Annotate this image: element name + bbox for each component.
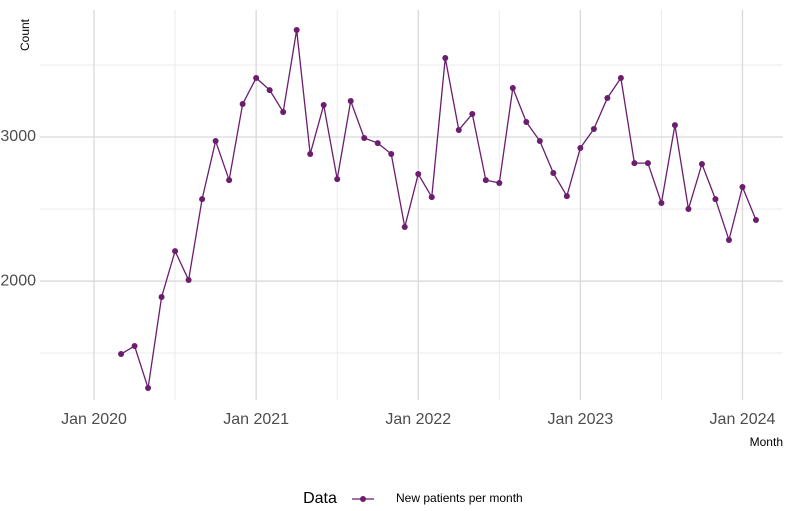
- data-point: [644, 160, 651, 167]
- data-point: [293, 27, 300, 34]
- data-point: [131, 342, 138, 349]
- data-point: [563, 193, 570, 200]
- data-point: [739, 183, 746, 190]
- data-point: [550, 170, 557, 177]
- data-point: [307, 151, 314, 158]
- data-point: [172, 248, 179, 255]
- data-point: [685, 206, 692, 213]
- data-point: [118, 351, 125, 358]
- data-point: [442, 54, 449, 61]
- legend-label: New patients per month: [396, 491, 523, 505]
- x-axis-label: Month: [750, 435, 783, 449]
- data-point: [320, 102, 327, 109]
- data-point: [388, 151, 395, 158]
- data-point: [536, 138, 543, 145]
- y-tick-label: 3000: [0, 128, 36, 145]
- data-point: [496, 179, 503, 186]
- data-point: [212, 138, 219, 145]
- data-point: [401, 224, 408, 231]
- data-point: [658, 199, 665, 206]
- data-point: [415, 171, 422, 178]
- data-point: [752, 216, 759, 223]
- data-point: [482, 177, 489, 184]
- y-tick-label: 2000: [0, 272, 36, 289]
- series-line: [120, 29, 757, 389]
- data-point: [455, 126, 462, 133]
- data-point: [185, 277, 192, 284]
- data-point: [280, 108, 287, 115]
- data-point: [158, 294, 165, 301]
- data-point: [199, 196, 206, 203]
- legend-title: Data: [303, 490, 337, 507]
- y-axis-label: Count: [18, 18, 32, 51]
- data-point: [509, 85, 516, 92]
- data-point: [374, 140, 381, 147]
- data-point: [725, 236, 732, 243]
- data-point: [631, 160, 638, 167]
- data-point: [239, 101, 246, 108]
- data-point: [266, 87, 273, 94]
- data-point: [577, 144, 584, 151]
- x-tick-label: Jan 2023: [547, 411, 613, 428]
- x-tick-label: Jan 2020: [61, 411, 127, 428]
- data-point: [523, 119, 530, 126]
- data-point: [361, 135, 368, 142]
- data-point: [604, 94, 611, 101]
- legend-marker: [360, 496, 366, 502]
- data-point: [469, 110, 476, 117]
- data-point: [145, 385, 152, 392]
- data-point: [698, 160, 705, 167]
- data-point: [712, 196, 719, 203]
- x-tick-label: Jan 2022: [385, 411, 451, 428]
- data-point: [253, 74, 260, 81]
- x-tick-label: Jan 2021: [223, 411, 289, 428]
- data-point: [590, 125, 597, 132]
- data-point: [347, 98, 354, 105]
- data-point: [671, 122, 678, 129]
- data-point: [428, 194, 435, 201]
- data-point: [334, 176, 341, 183]
- x-tick-label: Jan 2024: [710, 411, 776, 428]
- data-point: [617, 74, 624, 81]
- data-point: [226, 177, 233, 184]
